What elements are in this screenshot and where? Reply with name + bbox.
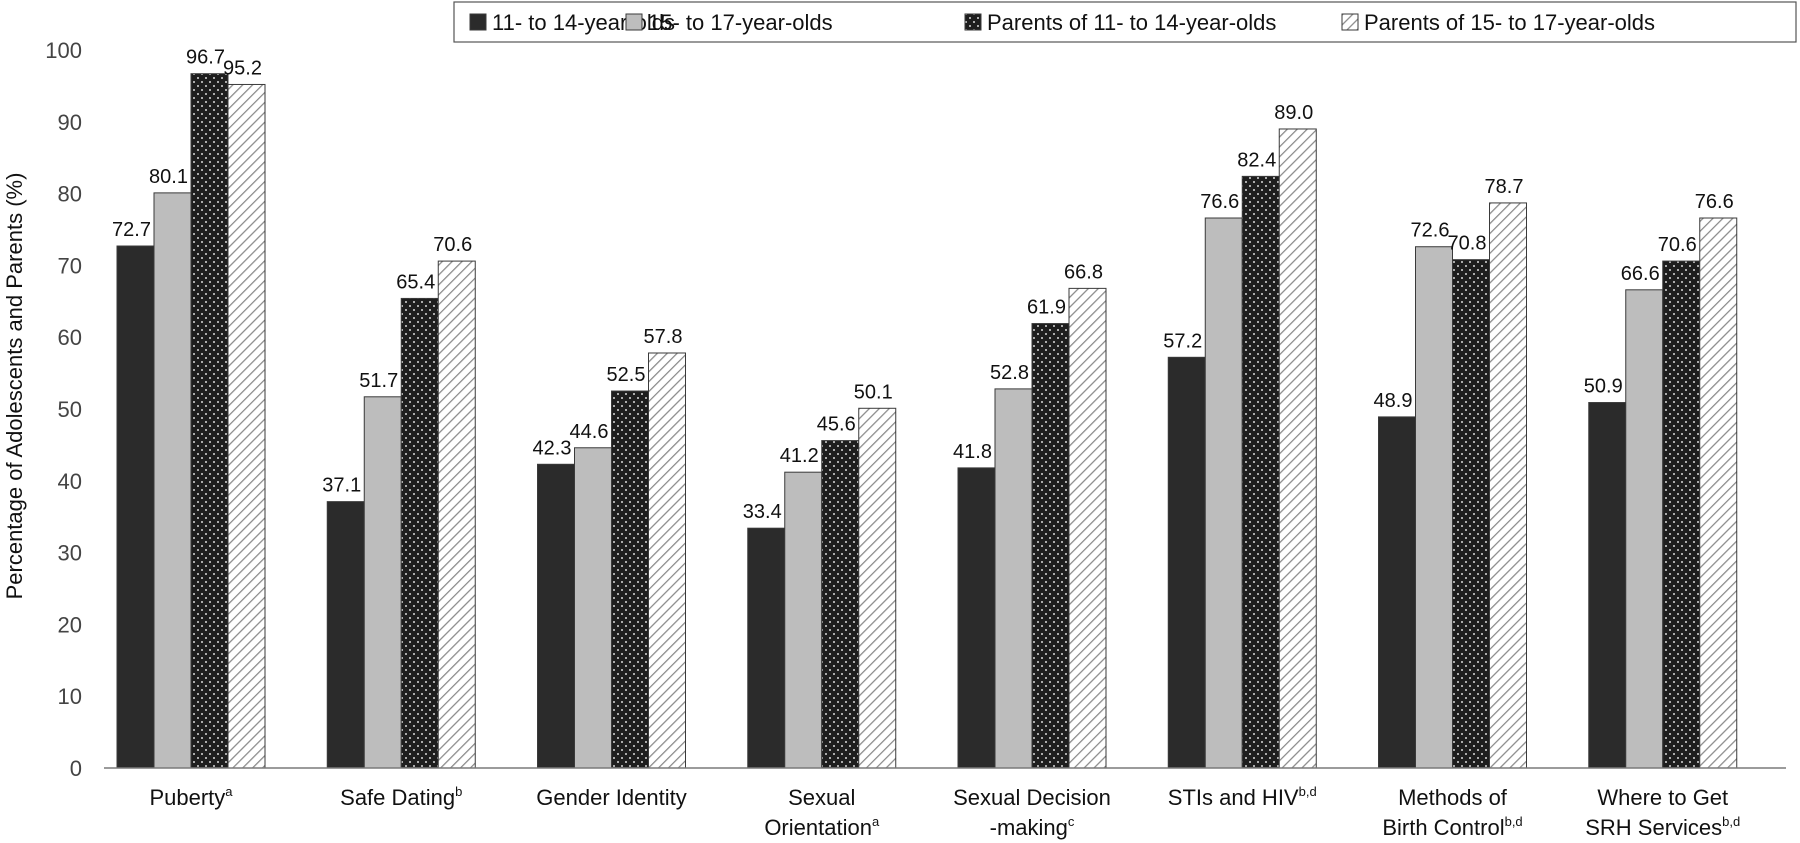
data-label: 76.6 xyxy=(1200,191,1239,213)
data-label: 33.4 xyxy=(743,501,782,523)
data-label: 70.8 xyxy=(1448,233,1487,255)
bar-1-cat-1 xyxy=(116,245,155,769)
data-label: 65.4 xyxy=(396,271,435,293)
bar-3-cat-6 xyxy=(1241,175,1280,769)
x-category-label: Sexual Orientationa xyxy=(764,785,880,840)
bar-3-cat-1 xyxy=(190,73,229,769)
data-label: 50.9 xyxy=(1584,376,1623,398)
bar-3-cat-4 xyxy=(821,440,860,769)
y-tick-label: 60 xyxy=(58,325,82,350)
y-tick-label: 30 xyxy=(58,541,82,566)
legend-swatch xyxy=(964,13,982,31)
legend-swatch xyxy=(1341,13,1359,31)
bar-1-cat-2 xyxy=(326,501,365,769)
y-tick-label: 80 xyxy=(58,182,82,207)
bar-2-cat-7 xyxy=(1415,246,1453,769)
bar-3-cat-2 xyxy=(400,297,439,769)
data-label: 41.8 xyxy=(953,441,992,463)
data-label: 45.6 xyxy=(817,414,856,436)
bar-4-cat-7 xyxy=(1489,202,1527,769)
bar-3-cat-3 xyxy=(611,390,649,769)
y-tick-label: 70 xyxy=(58,253,82,278)
data-label: 76.6 xyxy=(1695,191,1734,213)
bar-1-cat-3 xyxy=(537,463,575,769)
data-label: 96.7 xyxy=(186,47,225,69)
bar-2-cat-1 xyxy=(153,192,192,769)
bar-2-cat-2 xyxy=(363,396,402,769)
bar-1-cat-4 xyxy=(747,527,786,769)
data-label: 50.1 xyxy=(854,381,893,403)
data-label: 80.1 xyxy=(149,166,188,188)
data-label: 66.6 xyxy=(1621,263,1660,285)
bar-3-cat-8 xyxy=(1662,260,1701,769)
data-label: 61.9 xyxy=(1027,297,1066,319)
x-category-label: Safe Datingb xyxy=(340,784,462,810)
bar-1-cat-7 xyxy=(1378,416,1416,769)
legend-label: 11- to 14-year-olds xyxy=(492,10,675,35)
y-tick-label: 10 xyxy=(58,684,82,709)
x-category-label: STIs and HIVb,d xyxy=(1168,784,1317,810)
legend-box xyxy=(453,1,1797,43)
bar-4-cat-4 xyxy=(858,407,897,769)
bar-4-cat-3 xyxy=(648,352,686,769)
y-axis-label: Percentage of Adolescents and Parents (%… xyxy=(2,173,27,600)
data-label: 51.7 xyxy=(359,370,398,392)
data-label: 70.6 xyxy=(1658,234,1697,256)
legend-swatch xyxy=(469,13,487,31)
bar-3-cat-7 xyxy=(1452,259,1490,769)
bar-2-cat-3 xyxy=(574,447,612,769)
y-tick-label: 90 xyxy=(58,110,82,135)
data-label: 72.6 xyxy=(1411,220,1450,242)
data-label: 42.3 xyxy=(533,437,572,459)
x-category-label: Sexual Decision -makingc xyxy=(953,785,1111,840)
data-label: 95.2 xyxy=(223,57,262,79)
bar-2-cat-8 xyxy=(1625,289,1664,769)
bar-4-cat-1 xyxy=(227,83,266,769)
bar-4-cat-8 xyxy=(1699,217,1738,769)
bar-1-cat-6 xyxy=(1167,356,1206,769)
data-label: 41.2 xyxy=(780,445,819,467)
x-category-label: Gender Identity xyxy=(536,785,686,810)
legend-swatch xyxy=(625,13,643,31)
data-labels: 72.7 80.1 96.795.2 37.1 51.7 65.4 70.6 42.344.6… xyxy=(112,47,1734,523)
data-label: 37.1 xyxy=(322,475,361,497)
data-label: 89.0 xyxy=(1274,102,1313,124)
y-tick-label: 0 xyxy=(70,756,82,781)
y-tick-label: 100 xyxy=(45,38,82,63)
x-axis-labels: Pubertya Safe Datingb Gender Identity Sexua… xyxy=(149,784,1740,840)
data-label: 82.4 xyxy=(1237,149,1276,171)
data-label: 52.8 xyxy=(990,362,1029,384)
bar-2-cat-4 xyxy=(784,471,823,769)
bar-1-cat-8 xyxy=(1588,402,1627,769)
data-label: 44.6 xyxy=(570,421,609,443)
legend-label: 15- to 17-year-olds xyxy=(648,10,833,35)
bar-1-cat-5 xyxy=(957,467,996,769)
bar-4-cat-6 xyxy=(1278,128,1317,769)
y-tick-label: 20 xyxy=(58,612,82,637)
data-label: 57.2 xyxy=(1163,330,1202,352)
data-label: 57.8 xyxy=(644,326,683,348)
x-category-label: Methods of Birth Controlb,d xyxy=(1382,785,1522,840)
y-tick-label: 40 xyxy=(58,469,82,494)
data-label: 48.9 xyxy=(1374,390,1413,412)
bar-4-cat-5 xyxy=(1068,287,1107,769)
bar-2-cat-6 xyxy=(1204,217,1243,769)
bar-3-cat-5 xyxy=(1031,323,1070,769)
data-label: 78.7 xyxy=(1485,176,1524,198)
x-category-label: Pubertya xyxy=(149,784,233,810)
data-label: 66.8 xyxy=(1064,261,1103,283)
bar-4-cat-2 xyxy=(437,260,476,769)
data-label: 52.5 xyxy=(607,364,646,386)
x-category-label: Where to Get SRH Servicesb,d xyxy=(1585,785,1740,840)
legend-label: Parents of 11- to 14-year-olds xyxy=(987,10,1276,35)
data-label: 70.6 xyxy=(433,234,472,256)
y-tick-label: 50 xyxy=(58,397,82,422)
bars xyxy=(116,73,1738,769)
legend-label: Parents of 15- to 17-year-olds xyxy=(1364,10,1655,35)
bar-2-cat-5 xyxy=(994,388,1033,769)
y-axis: 0 10 20 30 40 50 60 70 80 90 100 xyxy=(45,38,82,781)
data-label: 72.7 xyxy=(112,219,151,241)
